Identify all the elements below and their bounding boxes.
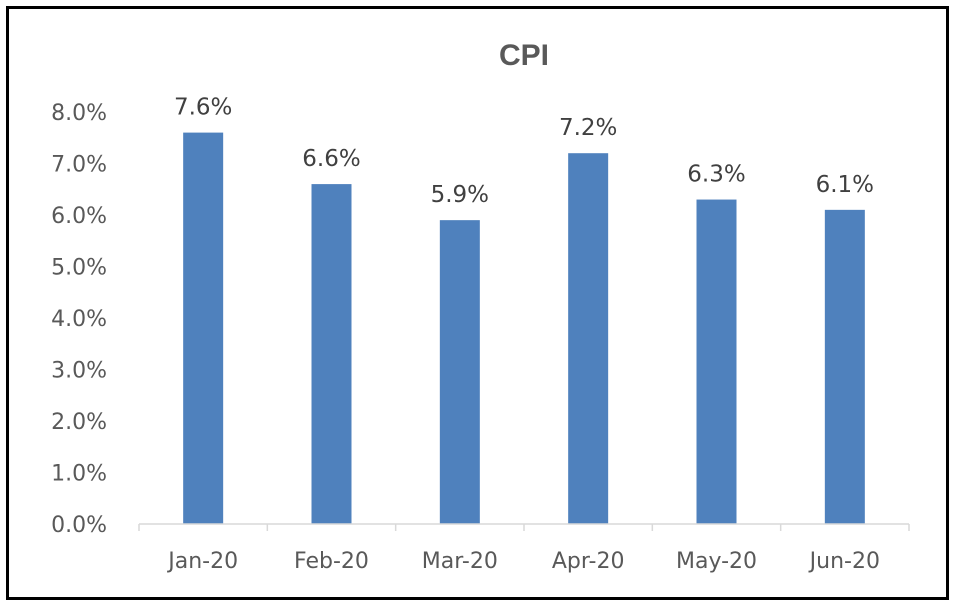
x-tick-label: May-20 <box>676 549 757 574</box>
y-tick-label: 6.0% <box>51 204 107 229</box>
bar <box>311 184 352 524</box>
x-tick-label: Apr-20 <box>552 549 625 574</box>
y-tick-label: 2.0% <box>51 410 107 435</box>
y-tick-label: 7.0% <box>51 153 107 178</box>
data-label: 7.2% <box>559 115 617 141</box>
y-tick-label: 0.0% <box>51 513 107 538</box>
x-tick-label: Feb-20 <box>294 549 369 574</box>
y-tick-label: 8.0% <box>51 101 107 126</box>
bar <box>183 132 224 524</box>
x-tick-label: Jan-20 <box>166 549 238 574</box>
y-tick-label: 1.0% <box>51 462 107 487</box>
y-tick-label: 4.0% <box>51 307 107 332</box>
chart-title: CPI <box>499 39 549 72</box>
bars: 7.6% 6.6% 5.9% 7.2% 6.3% 6.1% <box>174 95 874 525</box>
cpi-bar-chart: CPI 0.0% 1.0% 2.0% 3.0% 4.0% 5.0% 6.0% 7.0% 8.0%… <box>51 39 910 574</box>
bar <box>696 199 737 525</box>
x-tick-label: Jun-20 <box>808 549 880 574</box>
data-label: 6.1% <box>816 172 874 198</box>
y-axis: 0.0% 1.0% 2.0% 3.0% 4.0% 5.0% 6.0% 7.0% 8.0% <box>51 101 107 538</box>
x-axis: Jan-20 Feb-20 Mar-20 Apr-20 May-20 Jun-20 <box>138 523 910 574</box>
data-label: 6.3% <box>687 162 745 188</box>
bar <box>439 220 480 524</box>
y-tick-label: 3.0% <box>51 359 107 384</box>
data-label: 7.6% <box>174 95 232 121</box>
x-tick-label: Mar-20 <box>422 549 498 574</box>
data-label: 5.9% <box>431 182 489 208</box>
data-label: 6.6% <box>302 146 360 172</box>
y-tick-label: 5.0% <box>51 256 107 281</box>
bar <box>568 153 609 524</box>
bar <box>824 209 865 524</box>
chart-frame: CPI 0.0% 1.0% 2.0% 3.0% 4.0% 5.0% 6.0% 7.0% 8.0%… <box>6 6 949 600</box>
